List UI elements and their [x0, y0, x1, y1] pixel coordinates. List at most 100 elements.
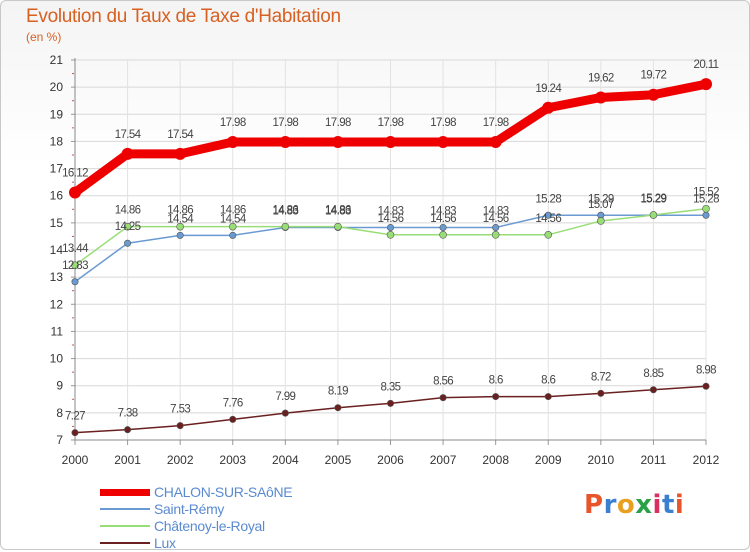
data-label: 14.56: [430, 213, 456, 225]
data-label: 8.6: [541, 375, 555, 387]
logo-letter: o: [616, 490, 636, 520]
data-point: [439, 223, 447, 231]
data-label: 14.54: [220, 213, 247, 225]
data-point: [229, 231, 237, 239]
legend-label: CHALON-SUR-SAôNE: [154, 484, 293, 500]
data-label: 14.86: [167, 205, 193, 217]
data-label: 14.83: [430, 205, 456, 217]
data-point: [71, 261, 79, 270]
data-label: 14.86: [115, 205, 141, 217]
data-point: [702, 382, 710, 390]
data-label: 19.24: [535, 83, 562, 95]
data-label: 15.28: [535, 193, 561, 205]
data-point: [542, 101, 555, 114]
x-tick-label: 2000: [62, 453, 89, 467]
data-point: [437, 135, 450, 148]
data-label: 20.11: [694, 59, 719, 71]
data-label: 17.98: [272, 117, 298, 129]
data-point: [386, 231, 395, 239]
data-label: 14.86: [220, 205, 246, 217]
legend-swatch: [100, 488, 150, 496]
data-point: [228, 222, 237, 231]
data-point: [594, 91, 607, 104]
data-label: 14.56: [483, 213, 509, 225]
data-point: [544, 211, 552, 219]
y-tick-label: 11: [51, 324, 64, 338]
y-tick-label: 17: [50, 162, 64, 176]
data-point: [700, 78, 712, 91]
data-point: [334, 222, 342, 231]
x-tick-label: 2010: [587, 453, 614, 467]
data-point: [331, 135, 344, 148]
data-point: [176, 231, 184, 239]
data-label: 7.76: [223, 397, 243, 409]
x-tick-label: 2008: [482, 453, 509, 467]
x-tick-label: 2003: [219, 453, 246, 467]
data-label: 14.25: [115, 221, 141, 233]
data-point: [334, 404, 342, 412]
data-label: 17.98: [220, 117, 246, 129]
proxiti-logo: Proxiti: [584, 490, 684, 520]
data-point: [702, 204, 710, 213]
data-point: [71, 429, 79, 437]
data-label: 8.6: [489, 375, 503, 387]
data-point: [491, 231, 500, 239]
y-tick-label: 20: [50, 80, 64, 94]
data-point: [386, 223, 394, 231]
legend-label: Lux: [154, 535, 176, 551]
data-point: [702, 211, 710, 219]
data-label: 8.19: [328, 386, 348, 398]
data-label: 17.54: [115, 129, 142, 141]
data-label: 16.12: [62, 167, 88, 179]
y-tick-label: 21: [50, 53, 64, 67]
x-tick-label: 2007: [430, 453, 457, 467]
logo-letter: i: [652, 490, 662, 520]
data-point: [69, 186, 81, 199]
data-label: 15.29: [641, 193, 667, 205]
data-label: 14.83: [325, 205, 351, 217]
data-point: [123, 222, 132, 231]
data-label: 17.98: [378, 117, 404, 129]
logo-letter: t: [661, 490, 675, 520]
data-label: 7.38: [118, 408, 138, 420]
data-label: 8.35: [381, 381, 401, 393]
legend-label: Châtenoy-le-Royal: [154, 518, 265, 534]
data-label: 15.29: [641, 193, 667, 205]
y-tick-label: 14: [50, 243, 64, 257]
data-label: 8.72: [591, 371, 611, 383]
data-point: [647, 88, 660, 101]
data-point: [124, 239, 132, 247]
y-tick-label: 8: [56, 406, 63, 420]
data-point: [121, 147, 134, 160]
data-label: 14.83: [272, 205, 298, 217]
data-point: [544, 393, 552, 401]
data-point: [489, 135, 502, 148]
data-point: [649, 211, 658, 219]
data-point: [492, 393, 500, 401]
data-label: 12.83: [62, 260, 88, 272]
data-point: [386, 399, 394, 407]
data-label: 14.54: [167, 213, 194, 225]
x-tick-label: 2006: [377, 453, 404, 467]
data-label: 17.54: [167, 129, 194, 141]
data-label: 15.52: [693, 187, 719, 199]
legend-swatch: [100, 525, 150, 527]
data-point: [439, 231, 447, 239]
y-tick-label: 12: [50, 297, 64, 311]
x-tick-label: 2004: [272, 453, 299, 467]
x-tick-label: 2005: [325, 453, 352, 467]
logo-letter: x: [635, 490, 653, 520]
x-tick-label: 2009: [535, 453, 562, 467]
y-tick-label: 18: [50, 134, 64, 148]
y-tick-label: 9: [56, 379, 63, 393]
data-point: [71, 278, 79, 286]
data-label: 14.86: [272, 205, 298, 217]
x-tick-label: 2012: [693, 453, 720, 467]
data-label: 14.86: [325, 205, 351, 217]
data-point: [439, 394, 447, 402]
legend-swatch: [100, 508, 150, 510]
logo-letter: r: [603, 490, 617, 520]
line-chart: 7 8 9 10 11 12 13 14 15 16 17 18 19 20 21 2000 2001 2002 2…: [50, 53, 720, 467]
data-point: [492, 223, 500, 231]
